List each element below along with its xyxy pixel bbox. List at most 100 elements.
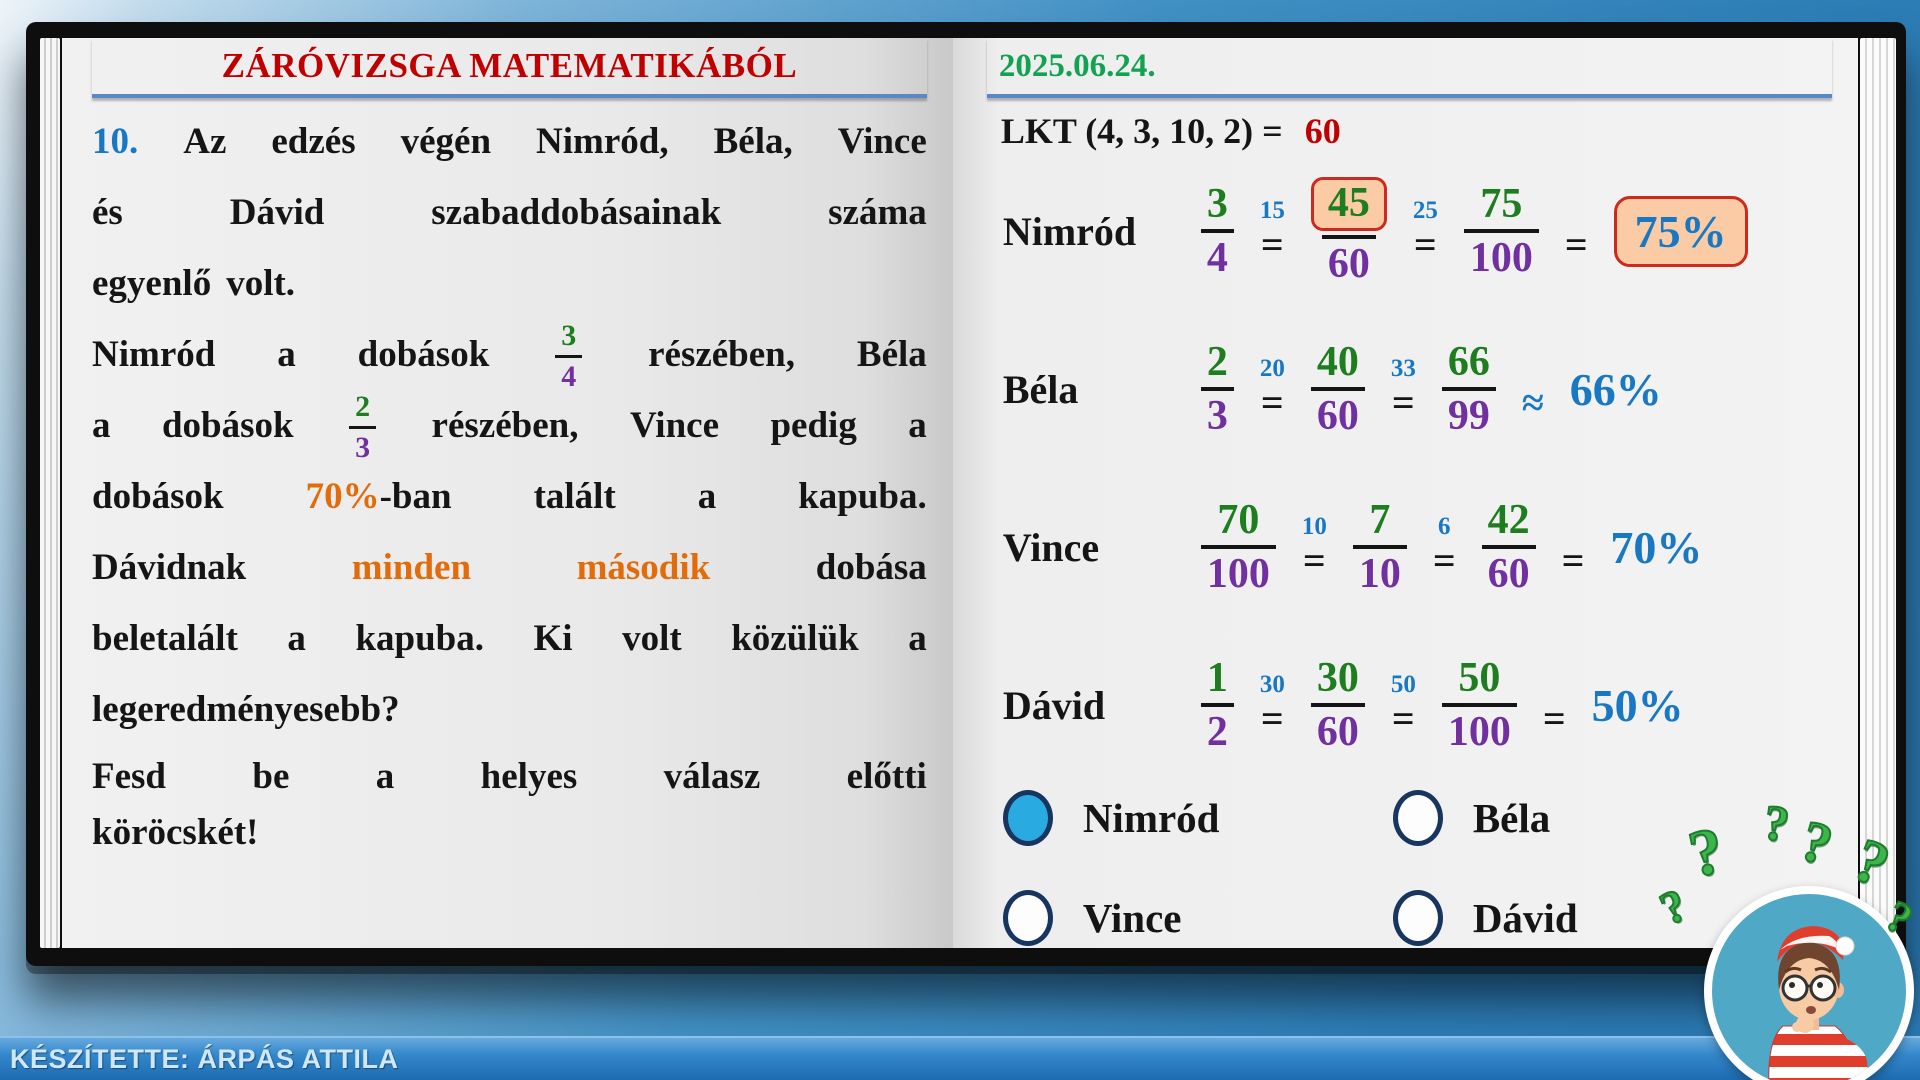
multiplier-hint: 30 [1259,670,1285,698]
text-segment: dobások [92,476,224,517]
word: kapuba. [798,475,927,518]
equals-sign: 33 = [1391,356,1416,423]
answer-option[interactable]: Béla [1392,790,1783,846]
option-label: Vince [1082,895,1182,941]
lcm-label: LKT (4, 3, 10, 2) = [1000,111,1283,151]
word: beletalált [92,617,238,660]
text-segment: a [92,405,111,446]
text-segment: volt. [226,263,296,304]
multiplier-hint: 15 [1259,196,1285,224]
word: részében, [648,333,795,376]
fraction-denominator: 60 [1481,545,1536,595]
word: volt. [226,262,295,305]
word: Vince [838,120,927,163]
problem-line: Fesd be a helyes válasz előtti [92,745,927,807]
answer-option[interactable]: Dávid [1392,890,1783,946]
text-segment: részében, [648,334,796,375]
word: közülük [731,617,859,660]
problem-line: Nimród a dobások 3 4 részében, Béla [92,319,927,392]
sign-glyph: = [1260,379,1284,425]
credit-text: KÉSZÍTETTE: ÁRPÁS ATTILA [10,1043,399,1074]
word: 10. [92,120,138,163]
fraction-numerator: 50 [1458,655,1501,701]
text-segment: Béla [856,334,927,375]
word: Béla [857,333,927,376]
text-segment: Nimród, [536,121,669,162]
fraction-numerator: 75 [1480,181,1523,227]
text-segment: beletalált [92,618,238,659]
word: kapuba. [355,617,484,660]
equals-sign: 50 = [1391,672,1416,739]
radio-button[interactable] [1392,790,1443,846]
text-segment: helyes [480,755,578,797]
word: Ki [534,617,573,660]
fraction: 7 10 [1352,499,1407,595]
word: dobások [358,333,490,376]
text-segment: be [252,755,290,797]
word: minden [352,546,471,589]
text-segment: Vince [629,405,719,446]
fraction-numerator: 3 [1206,181,1228,227]
fraction: 40 60 [1310,341,1365,437]
text-segment: Az [183,121,227,162]
fraction: 45 60 [1310,177,1387,285]
fraction-numerator: 42 [1487,497,1530,543]
word: Fesd [92,755,166,798]
problem-line: beletalált a kapuba. Ki volt közülük a [92,603,927,674]
text-segment: Béla, [713,121,793,162]
sign-glyph: ≈ [1521,379,1544,425]
word: a [698,475,717,518]
text-segment: kapuba. [798,476,927,517]
student-name: Béla [1002,366,1079,412]
fraction-numerator: 66 [1447,339,1490,385]
fraction-work-area: Nimród 3 4 15 = 45 60 25 = 75 100 = 75% Béla 2 3 20 = 40 6… [987,152,1832,784]
text-segment: dobása [815,547,927,588]
fraction-numerator: 3 [561,319,577,352]
text-segment: a [908,618,927,659]
word: végén [401,120,491,163]
fraction-denominator: 60 [1310,703,1365,753]
text-segment: a [908,405,927,446]
text-segment: -ban [379,476,452,517]
radio-button[interactable] [1002,890,1053,946]
fraction-denominator: 100 [1463,229,1539,279]
fraction-denominator: 4 [1200,229,1234,279]
equals-sign: 10 = [1302,514,1327,581]
percent-result: 50% [1591,679,1684,731]
word: be [252,755,289,798]
word: egyenlő [92,262,211,305]
text-segment: Nimród [92,334,216,375]
text-segment: dobások [357,334,490,375]
text-segment: a [375,755,395,797]
multiplier-hint: 10 [1301,512,1327,540]
word: Vince [630,404,719,447]
percent-result: 75% [1613,195,1748,267]
fraction-denominator: 99 [1441,387,1496,437]
word: Nimród [92,333,215,376]
math-row: Dávid 1 2 30 = 30 60 50 = 50 100 = 50% [987,626,1832,784]
text-segment: előtti [846,755,927,797]
word: második [577,546,711,589]
word: válasz [664,755,761,798]
text-segment: legeredményesebb? [92,689,400,730]
multiplier-hint [1530,356,1536,383]
word: Nimród, [536,120,669,163]
fraction-denominator: 100 [1200,545,1276,595]
radio-button[interactable] [1392,890,1443,946]
right-page: 2025.06.24. LKT (4, 3, 10, 2) = 60 Nimró… [952,38,1858,948]
answer-option[interactable]: Vince [1002,890,1393,946]
multiplier-hint: 33 [1390,354,1416,382]
fraction: 30 60 [1310,657,1365,753]
radio-button-selected[interactable] [1002,790,1053,846]
answer-option[interactable]: Nimród [1002,790,1393,846]
word: Dávid [230,191,325,234]
sign-glyph: = [1413,221,1437,267]
sign-glyph: = [1260,695,1284,741]
fraction-numerator: 1 [1206,655,1228,701]
word: a [92,404,111,447]
text-segment: közülük [731,618,859,659]
character-circle [1704,886,1914,1080]
